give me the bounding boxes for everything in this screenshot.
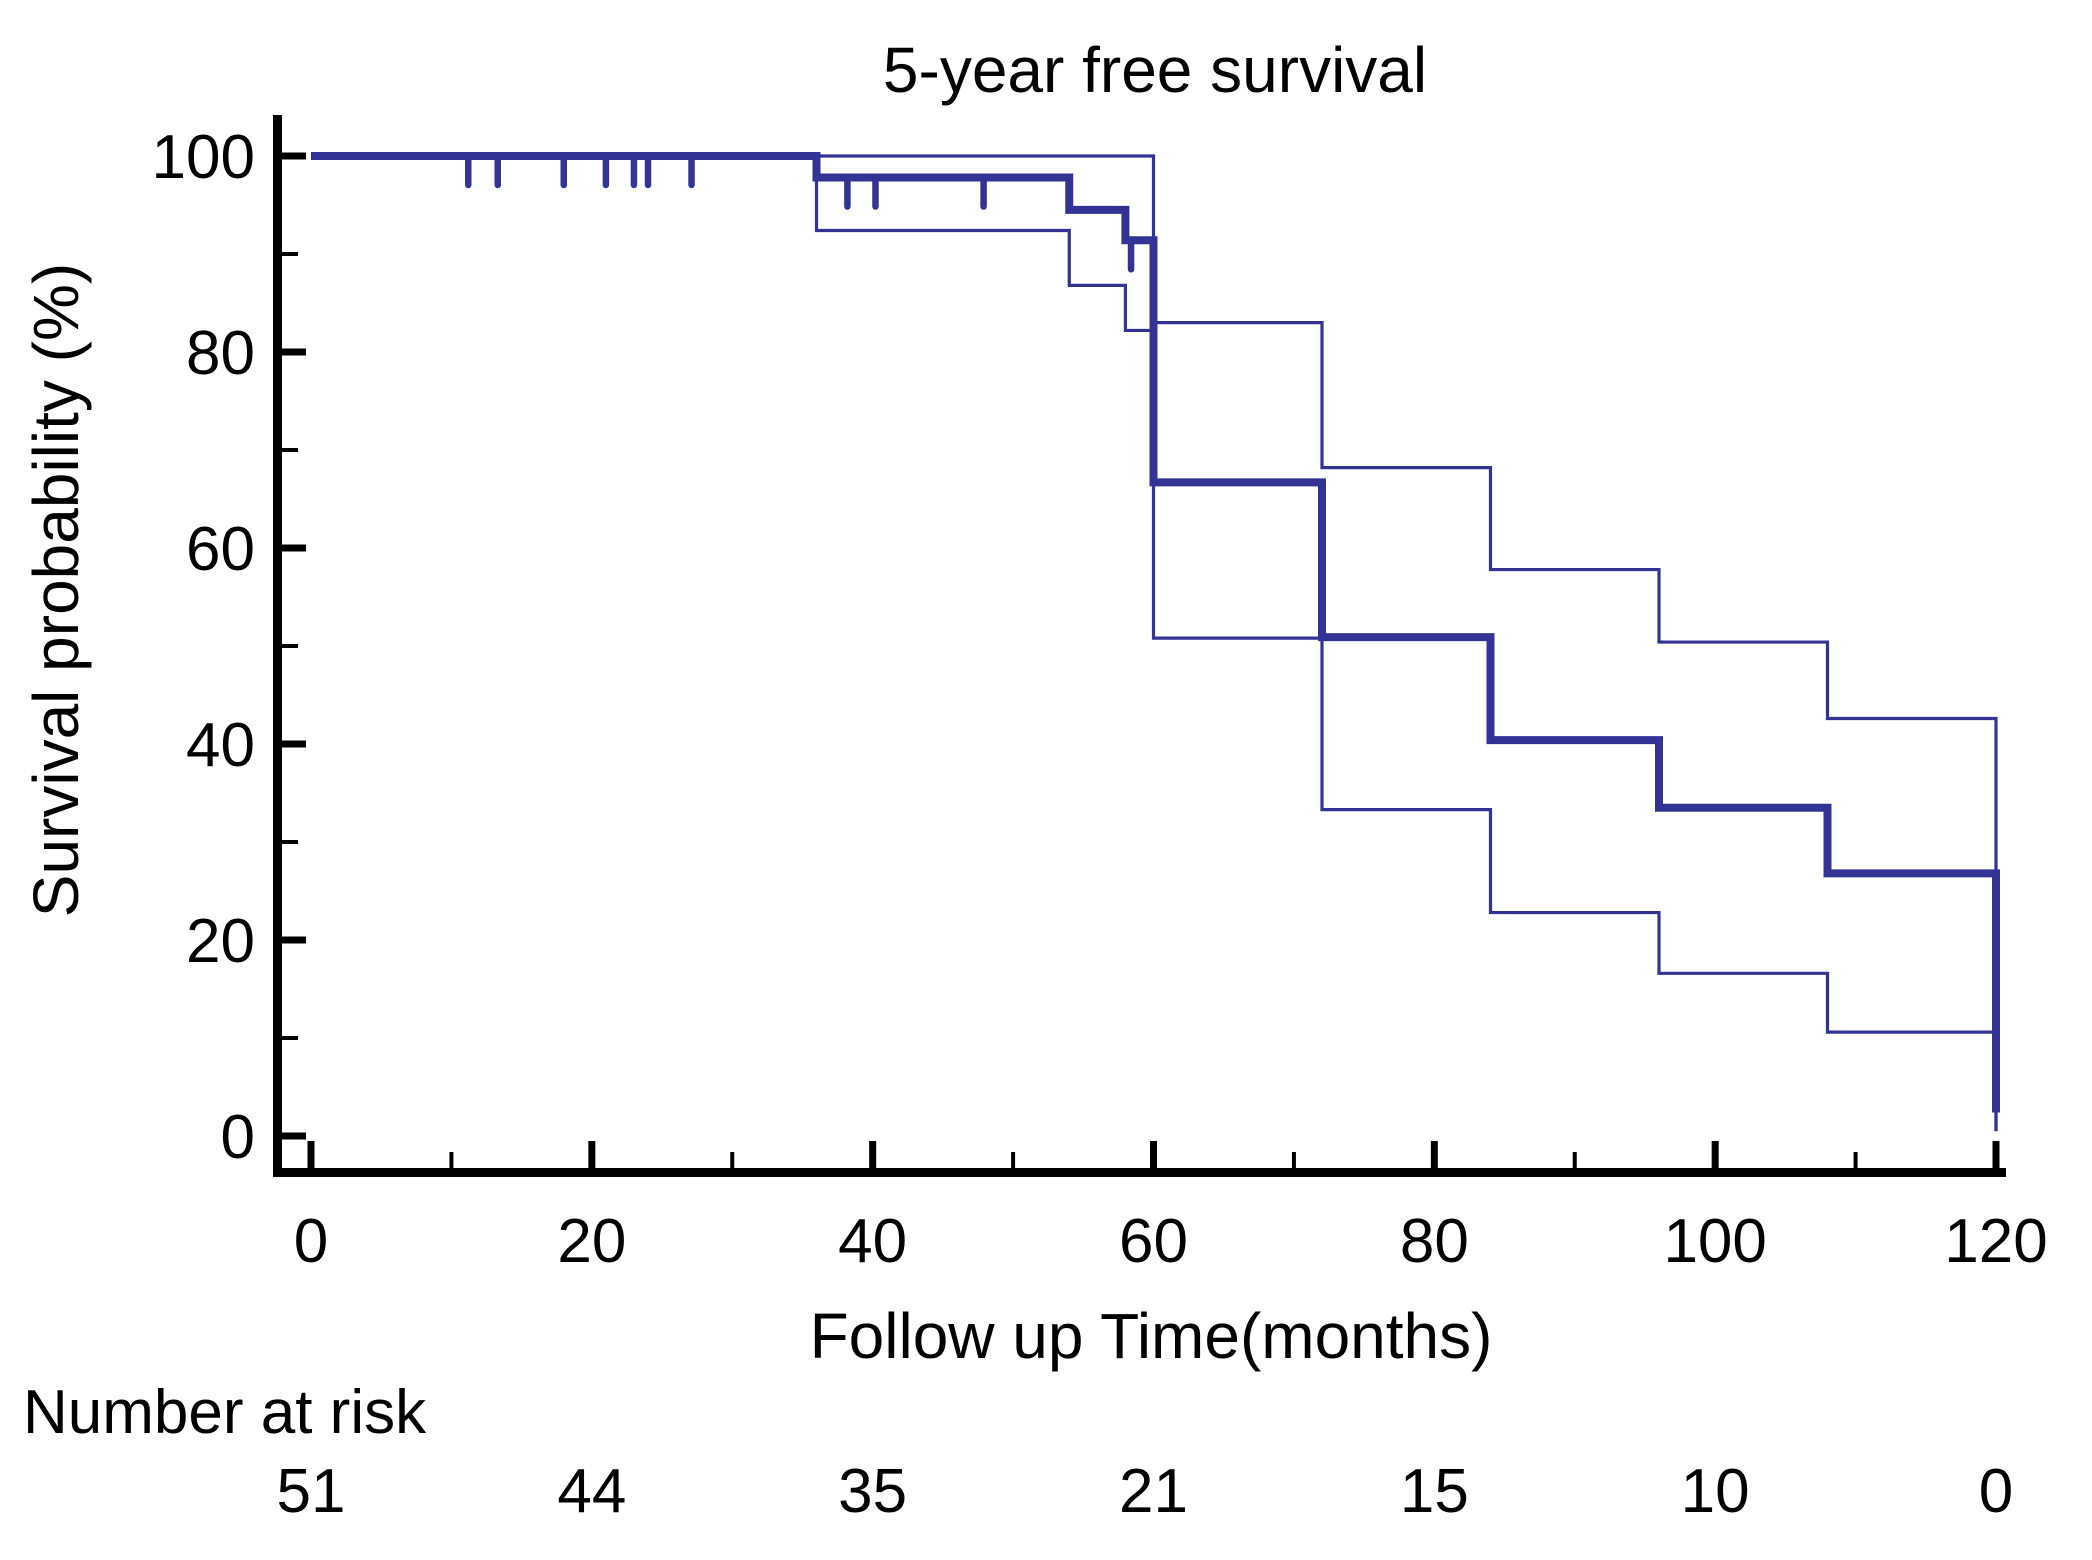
risk-count: 51 — [277, 1457, 346, 1526]
censor-marks — [465, 155, 1135, 273]
y-tick-label: 20 — [186, 907, 255, 976]
y-tick-label: 40 — [186, 711, 255, 780]
x-tick-label: 60 — [1119, 1207, 1188, 1276]
x-tick-label: 120 — [1944, 1207, 2047, 1276]
chart-title: 5-year free survival — [883, 34, 1427, 106]
risk-count: 21 — [1119, 1457, 1188, 1526]
survival-curves — [311, 152, 2000, 1132]
y-tick-labels: 100 80 60 40 20 0 — [152, 123, 255, 1172]
y-axis-ticks — [282, 152, 306, 1140]
y-tick-label: 0 — [221, 1103, 255, 1172]
y-tick-label: 80 — [186, 319, 255, 388]
risk-count: 35 — [838, 1457, 907, 1526]
y-tick-label: 60 — [186, 515, 255, 584]
number-at-risk-label: Number at risk — [23, 1378, 427, 1447]
x-tick-label: 80 — [1400, 1207, 1469, 1276]
y-tick-label: 100 — [152, 123, 255, 192]
x-tick-label: 20 — [557, 1207, 626, 1276]
x-tick-label: 40 — [838, 1207, 907, 1276]
risk-count-row: 51 44 35 21 15 10 0 — [277, 1457, 2014, 1526]
risk-count: 15 — [1400, 1457, 1469, 1526]
x-tick-label: 100 — [1663, 1207, 1766, 1276]
risk-count: 0 — [1979, 1457, 2013, 1526]
survival-estimate-curve — [311, 152, 2000, 1113]
risk-count: 10 — [1681, 1457, 1750, 1526]
x-tick-labels: 0 20 40 60 80 100 120 — [294, 1207, 2048, 1276]
x-axis-label: Follow up Time(months) — [810, 1300, 1493, 1372]
x-tick-label: 0 — [294, 1207, 328, 1276]
x-axis-ticks — [307, 1141, 2000, 1168]
risk-count: 44 — [557, 1457, 626, 1526]
y-axis-label: Survival probability (%) — [20, 263, 92, 917]
